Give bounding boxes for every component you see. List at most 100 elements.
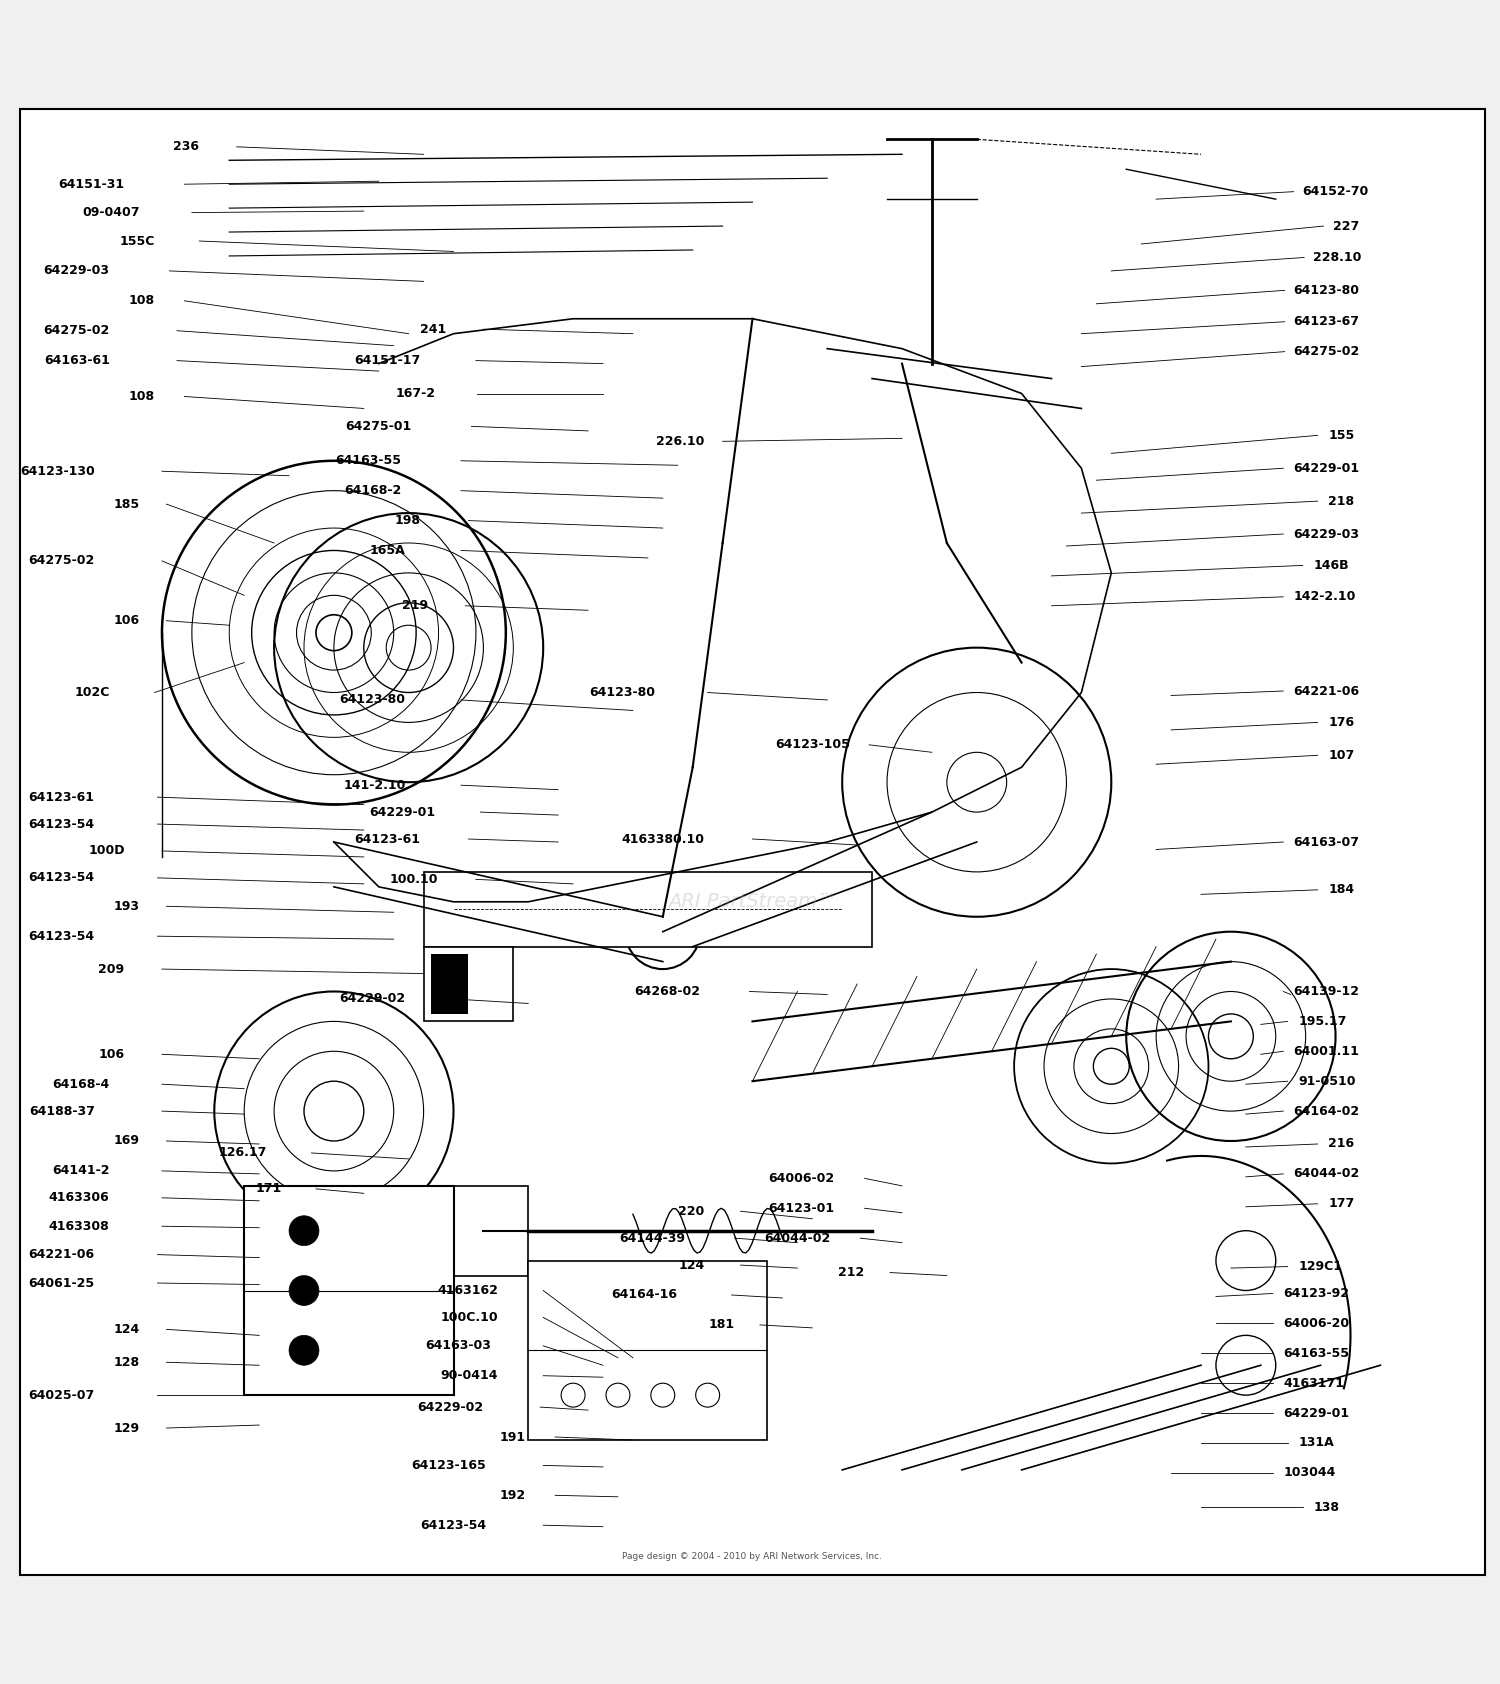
Text: 4163171: 4163171 [1282, 1378, 1344, 1389]
Text: 64123-80: 64123-80 [590, 685, 656, 699]
Text: 64061-25: 64061-25 [28, 1276, 94, 1290]
Text: 64168-4: 64168-4 [53, 1078, 110, 1091]
Text: 64163-03: 64163-03 [424, 1339, 490, 1352]
Circle shape [290, 1216, 320, 1246]
Text: 64229-01: 64229-01 [369, 805, 435, 818]
Text: 192: 192 [500, 1489, 525, 1502]
Text: 64123-130: 64123-130 [20, 465, 94, 478]
Text: 91-0510: 91-0510 [1298, 1074, 1356, 1088]
Text: 129C1: 129C1 [1298, 1260, 1342, 1273]
Text: 64275-01: 64275-01 [345, 419, 411, 433]
Text: 218: 218 [1328, 495, 1354, 507]
Text: 177: 177 [1328, 1197, 1354, 1211]
Text: 64268-02: 64268-02 [634, 985, 700, 999]
Text: 64006-20: 64006-20 [1282, 1317, 1350, 1330]
Text: 107: 107 [1328, 749, 1354, 761]
Text: 64123-01: 64123-01 [768, 1202, 834, 1214]
Text: 103044: 103044 [1282, 1467, 1335, 1479]
Text: 64229-02: 64229-02 [417, 1401, 483, 1413]
Text: 64123-54: 64123-54 [28, 871, 94, 884]
Text: 216: 216 [1328, 1137, 1354, 1150]
Bar [453, 1186, 528, 1275]
Text: 155: 155 [1328, 429, 1354, 441]
Text: 236: 236 [174, 140, 200, 153]
Text: 64139-12: 64139-12 [1293, 985, 1359, 999]
Text: 64229-02: 64229-02 [339, 992, 405, 1005]
Text: 64006-02: 64006-02 [768, 1172, 834, 1186]
Text: 220: 220 [678, 1204, 705, 1218]
Text: 227: 227 [1332, 219, 1359, 232]
Text: 64151-17: 64151-17 [354, 354, 420, 367]
Bar [528, 1261, 768, 1440]
Text: 64025-07: 64025-07 [28, 1389, 94, 1401]
Text: 64163-61: 64163-61 [44, 354, 110, 367]
Circle shape [290, 1335, 320, 1366]
Text: 4163306: 4163306 [50, 1191, 110, 1204]
Text: 90-0414: 90-0414 [441, 1369, 498, 1383]
Text: 212: 212 [839, 1266, 864, 1280]
Text: 146B: 146B [1312, 559, 1348, 573]
Text: 64123-61: 64123-61 [28, 791, 94, 803]
Circle shape [290, 1275, 320, 1305]
Text: 138: 138 [1312, 1500, 1340, 1514]
Text: 64123-92: 64123-92 [1282, 1287, 1348, 1300]
Text: 195.17: 195.17 [1298, 1015, 1347, 1027]
Bar [423, 872, 872, 946]
Text: 64188-37: 64188-37 [28, 1105, 94, 1118]
Text: 64275-02: 64275-02 [44, 325, 110, 337]
Text: 193: 193 [114, 899, 140, 913]
Text: 64123-165: 64123-165 [411, 1458, 486, 1472]
Text: 100.10: 100.10 [390, 872, 438, 886]
Text: 165A: 165A [370, 544, 405, 557]
Text: 102C: 102C [75, 685, 109, 699]
Text: 100D: 100D [88, 844, 125, 857]
Bar [244, 1186, 453, 1394]
Text: 64123-80: 64123-80 [339, 694, 405, 707]
Text: 241: 241 [420, 323, 446, 335]
Text: 64168-2: 64168-2 [344, 485, 400, 497]
Text: 228.10: 228.10 [1312, 251, 1362, 264]
Text: 64164-02: 64164-02 [1293, 1105, 1360, 1118]
Text: 64275-02: 64275-02 [1293, 345, 1360, 359]
Text: 64123-80: 64123-80 [1293, 285, 1359, 296]
Text: 124: 124 [114, 1324, 140, 1335]
Text: 64229-01: 64229-01 [1282, 1406, 1350, 1420]
Text: 64001.11: 64001.11 [1293, 1044, 1359, 1058]
Bar [423, 946, 513, 1022]
Text: 185: 185 [114, 498, 140, 510]
Text: 4163308: 4163308 [50, 1219, 110, 1233]
Text: 106: 106 [114, 615, 140, 626]
Text: 64163-55: 64163-55 [1282, 1347, 1348, 1359]
Text: ARI PartStream™: ARI PartStream™ [668, 893, 837, 911]
Text: 198: 198 [394, 514, 420, 527]
Text: 142-2.10: 142-2.10 [1293, 591, 1356, 603]
Text: 64229-03: 64229-03 [44, 264, 110, 278]
Text: 64044-02: 64044-02 [1293, 1167, 1360, 1180]
Text: 64229-01: 64229-01 [1293, 461, 1360, 475]
Text: 129: 129 [114, 1421, 140, 1435]
Text: 155C: 155C [118, 234, 154, 248]
Text: 226.10: 226.10 [657, 434, 705, 448]
Text: 64151-31: 64151-31 [58, 179, 124, 190]
Text: 191: 191 [500, 1430, 525, 1443]
Text: 64163-55: 64163-55 [334, 455, 400, 466]
Text: 64144-39: 64144-39 [620, 1231, 686, 1244]
Text: 64123-54: 64123-54 [28, 817, 94, 830]
Text: 141-2.10: 141-2.10 [344, 778, 405, 791]
Text: 64152-70: 64152-70 [1302, 185, 1370, 199]
Text: 108: 108 [129, 391, 154, 402]
Text: 128: 128 [114, 1356, 140, 1369]
Text: 108: 108 [129, 295, 154, 306]
Text: 64123-105: 64123-105 [776, 738, 849, 751]
Text: 184: 184 [1328, 884, 1354, 896]
Text: 169: 169 [114, 1135, 140, 1147]
Text: 181: 181 [708, 1319, 735, 1332]
Text: 64123-54: 64123-54 [28, 930, 94, 943]
Text: 64275-02: 64275-02 [28, 554, 94, 568]
Bar [430, 955, 468, 1014]
Text: 126.17: 126.17 [219, 1147, 267, 1160]
Text: 64123-54: 64123-54 [420, 1519, 486, 1532]
Text: 176: 176 [1328, 716, 1354, 729]
Text: 4163380.10: 4163380.10 [621, 832, 705, 845]
Text: 09-0407: 09-0407 [82, 205, 140, 219]
